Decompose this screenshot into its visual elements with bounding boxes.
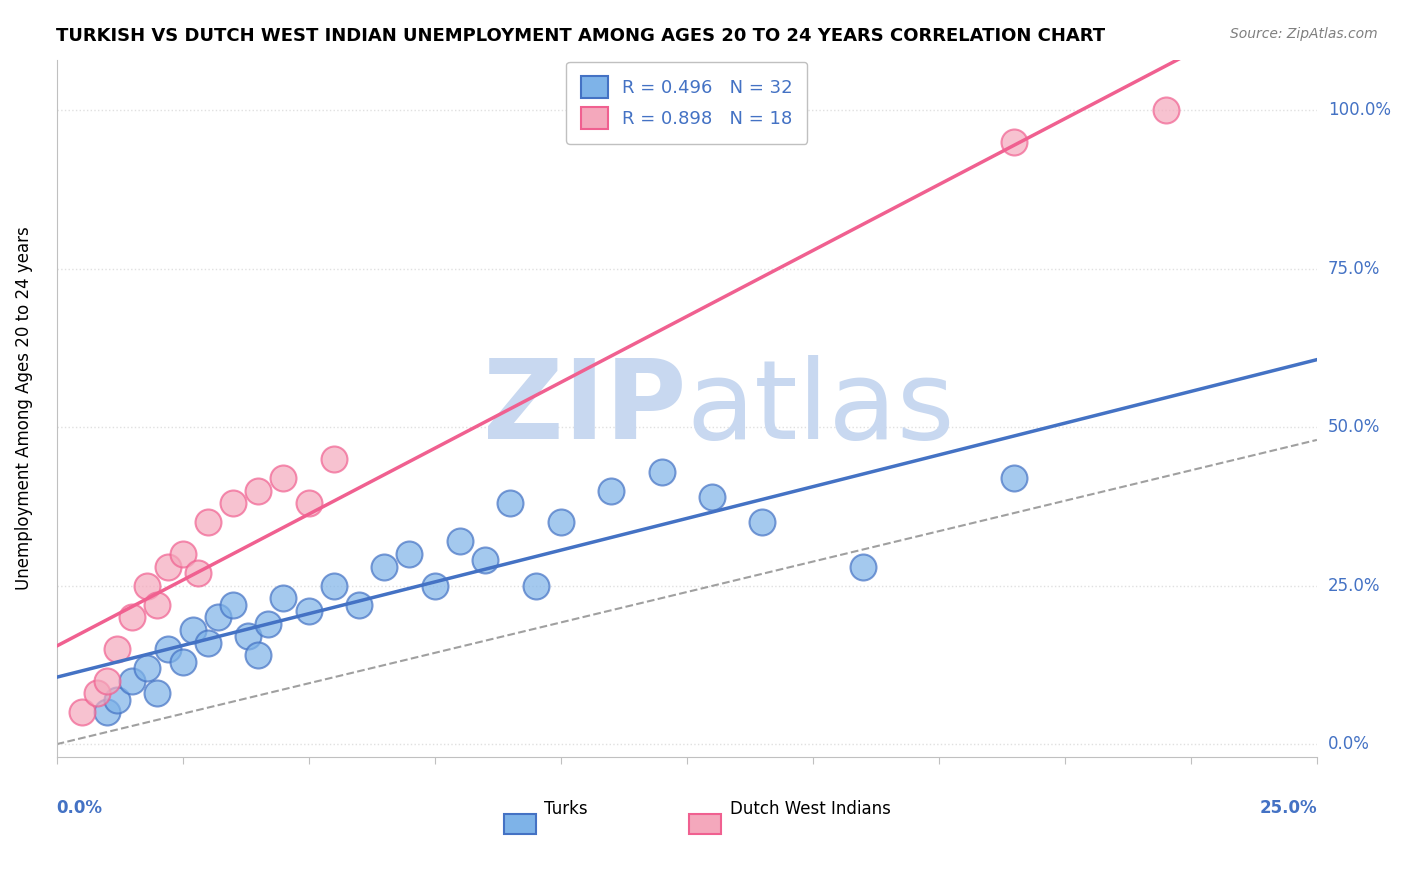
Point bbox=[187, 566, 209, 580]
Point bbox=[156, 559, 179, 574]
Point bbox=[499, 496, 522, 510]
FancyBboxPatch shape bbox=[689, 814, 721, 833]
Legend: R = 0.496   N = 32, R = 0.898   N = 18: R = 0.496 N = 32, R = 0.898 N = 18 bbox=[567, 62, 807, 144]
Point bbox=[1154, 103, 1177, 118]
Point bbox=[105, 642, 128, 657]
Text: 100.0%: 100.0% bbox=[1329, 102, 1391, 120]
Text: Turks: Turks bbox=[544, 800, 588, 818]
Point bbox=[207, 610, 229, 624]
Point bbox=[600, 483, 623, 498]
Point bbox=[136, 661, 159, 675]
Point bbox=[347, 598, 370, 612]
Text: TURKISH VS DUTCH WEST INDIAN UNEMPLOYMENT AMONG AGES 20 TO 24 YEARS CORRELATION : TURKISH VS DUTCH WEST INDIAN UNEMPLOYMEN… bbox=[56, 27, 1105, 45]
Point bbox=[322, 579, 344, 593]
Text: 25.0%: 25.0% bbox=[1260, 798, 1317, 817]
Text: Dutch West Indians: Dutch West Indians bbox=[730, 800, 890, 818]
Point bbox=[273, 471, 295, 485]
Point bbox=[86, 686, 108, 700]
Point bbox=[1002, 135, 1025, 149]
Point bbox=[238, 629, 260, 643]
Text: 0.0%: 0.0% bbox=[1329, 735, 1369, 753]
Point bbox=[651, 465, 673, 479]
Text: Source: ZipAtlas.com: Source: ZipAtlas.com bbox=[1230, 27, 1378, 41]
Point bbox=[197, 636, 219, 650]
Point bbox=[96, 673, 118, 688]
Point bbox=[222, 496, 245, 510]
Point bbox=[181, 623, 204, 637]
Text: 0.0%: 0.0% bbox=[56, 798, 103, 817]
Point bbox=[96, 706, 118, 720]
Point bbox=[222, 598, 245, 612]
Point bbox=[550, 516, 572, 530]
Point bbox=[524, 579, 547, 593]
Point bbox=[146, 686, 169, 700]
Point bbox=[156, 642, 179, 657]
Point bbox=[449, 534, 471, 549]
Point bbox=[121, 610, 143, 624]
Text: ZIP: ZIP bbox=[484, 355, 686, 462]
Point bbox=[172, 655, 194, 669]
Point bbox=[423, 579, 446, 593]
Point bbox=[322, 451, 344, 466]
Y-axis label: Unemployment Among Ages 20 to 24 years: Unemployment Among Ages 20 to 24 years bbox=[15, 227, 32, 591]
Point bbox=[121, 673, 143, 688]
Point bbox=[172, 547, 194, 561]
Point bbox=[105, 693, 128, 707]
Point bbox=[1002, 471, 1025, 485]
Point bbox=[197, 516, 219, 530]
Point bbox=[257, 616, 280, 631]
FancyBboxPatch shape bbox=[503, 814, 536, 833]
Point bbox=[373, 559, 395, 574]
Point bbox=[298, 496, 321, 510]
Point bbox=[273, 591, 295, 606]
Point bbox=[751, 516, 773, 530]
Point bbox=[398, 547, 420, 561]
Point bbox=[146, 598, 169, 612]
Point bbox=[70, 706, 93, 720]
Text: 25.0%: 25.0% bbox=[1329, 577, 1381, 595]
Point bbox=[474, 553, 496, 567]
Point bbox=[247, 483, 270, 498]
Point bbox=[852, 559, 875, 574]
Text: 75.0%: 75.0% bbox=[1329, 260, 1381, 277]
Point bbox=[136, 579, 159, 593]
Point bbox=[298, 604, 321, 618]
Point bbox=[700, 490, 723, 504]
Text: 50.0%: 50.0% bbox=[1329, 418, 1381, 436]
Point bbox=[247, 648, 270, 663]
Text: atlas: atlas bbox=[686, 355, 955, 462]
